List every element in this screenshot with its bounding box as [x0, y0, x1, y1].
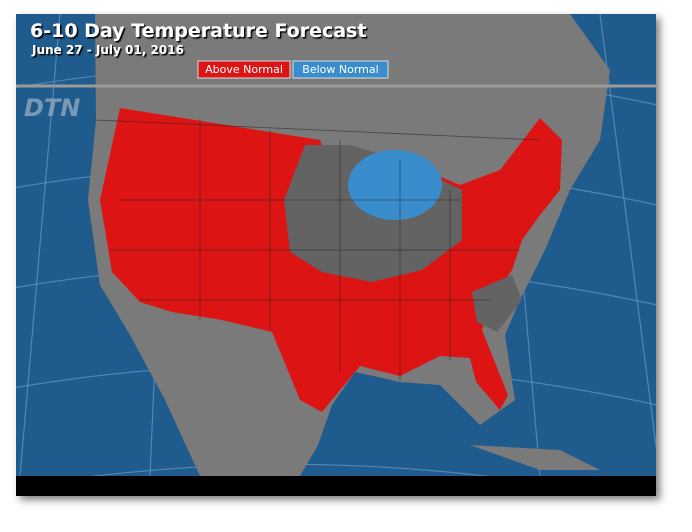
legend-label: Above Normal — [205, 63, 283, 76]
below-normal-region — [348, 150, 442, 220]
legend: Above Normal Below Normal — [197, 60, 389, 79]
borders — [95, 119, 541, 380]
subtitle: June 27 - July 01, 2016 — [31, 43, 184, 57]
logo: DTN — [24, 94, 80, 122]
legend-label: Below Normal — [302, 63, 378, 76]
map — [16, 14, 656, 476]
legend-swatch — [292, 60, 389, 79]
legend-swatch — [197, 60, 291, 79]
title: 6-10 Day Temperature Forecast — [30, 20, 366, 42]
near-normal-region — [284, 145, 522, 332]
